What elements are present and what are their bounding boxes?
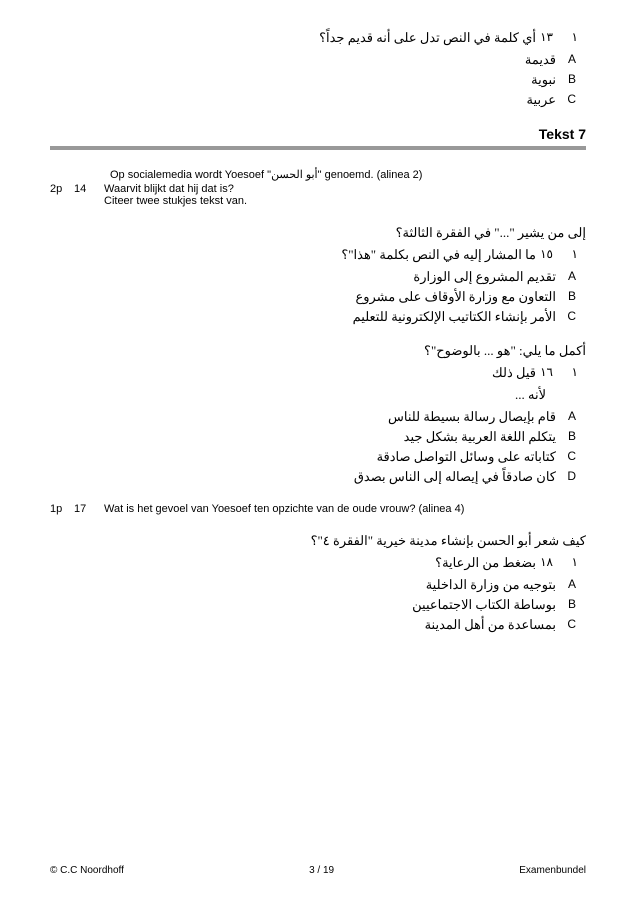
q18-points: ١ bbox=[561, 555, 586, 571]
option-letter: C bbox=[556, 449, 586, 465]
option-letter: A bbox=[556, 52, 586, 68]
q14-number: 14 bbox=[74, 183, 104, 207]
tekst-7-header: Tekst 7 bbox=[50, 126, 586, 142]
option-text: بوساطة الكتاب الاجتماعيين bbox=[110, 597, 556, 613]
q17-points: 1p bbox=[50, 503, 74, 515]
question-18: كيف شعر أبو الحسن بإنشاء مدينة خيرية "ال… bbox=[50, 533, 586, 633]
option-text: كتاباته على وسائل التواصل صادقة bbox=[110, 449, 556, 465]
question-14: 2p 14 Waarvit blijkt dat hij dat is? Cit… bbox=[50, 183, 586, 207]
q13-option-b: B نبوية bbox=[50, 72, 586, 88]
question-16: أكمل ما يلي: "هو ... بالوضوح"؟ ١ ١٦ قيل … bbox=[50, 343, 586, 485]
footer-right: Examenbundel bbox=[519, 865, 586, 876]
question-13: ١ ١٣ أي كلمة في النص تدل على أنه قديم جد… bbox=[50, 30, 586, 108]
q15-option-a: A تقديم المشروع إلى الوزارة bbox=[50, 269, 586, 285]
q16-points: ١ bbox=[561, 365, 586, 381]
q15-number: ١٥ bbox=[536, 247, 561, 263]
option-text: التعاون مع وزارة الأوقاف على مشروع bbox=[110, 289, 556, 305]
q18-option-a: A بتوجيه من وزارة الداخلية bbox=[50, 577, 586, 593]
q15-option-c: C الأمر بإنشاء الكتاتيب الإلكترونية للتع… bbox=[50, 309, 586, 325]
q16-sub: قيل ذلك bbox=[50, 365, 536, 381]
q14-line1: Waarvit blijkt dat hij dat is? bbox=[104, 183, 586, 195]
q16-option-c: C كتاباته على وسائل التواصل صادقة bbox=[50, 449, 586, 465]
question-17: 1p 17 Wat is het gevoel van Yoesoef ten … bbox=[50, 503, 586, 515]
q17-text: Wat is het gevoel van Yoesoef ten opzich… bbox=[104, 503, 586, 515]
option-text: كان صادقاً في إيصاله إلى الناس بصدق bbox=[110, 469, 556, 485]
q13-points: ١ bbox=[561, 30, 586, 46]
option-letter: B bbox=[556, 289, 586, 305]
page-footer: © C.C Noordhoff 3 / 19 Examenbundel bbox=[50, 865, 586, 876]
option-text: عربية bbox=[110, 92, 556, 108]
intro-text: Op socialemedia wordt Yoesoef "أبو الحسن… bbox=[110, 168, 586, 181]
q16-option-a: A قام بإيصال رسالة بسيطة للناس bbox=[50, 409, 586, 425]
q16-prompt: أكمل ما يلي: "هو ... بالوضوح"؟ bbox=[50, 343, 586, 359]
option-letter: B bbox=[556, 597, 586, 613]
q14-text: Waarvit blijkt dat hij dat is? Citeer tw… bbox=[104, 183, 586, 207]
option-letter: A bbox=[556, 577, 586, 593]
option-letter: D bbox=[556, 469, 586, 485]
q14-points: 2p bbox=[50, 183, 74, 207]
option-text: تقديم المشروع إلى الوزارة bbox=[110, 269, 556, 285]
option-text: بمساعدة من أهل المدينة bbox=[110, 617, 556, 633]
question-15: إلى من يشير "..." في الفقرة الثالثة؟ ١ ١… bbox=[50, 225, 586, 325]
q15-prompt: إلى من يشير "..." في الفقرة الثالثة؟ bbox=[50, 225, 586, 241]
q15-points: ١ bbox=[561, 247, 586, 263]
q16-option-d: D كان صادقاً في إيصاله إلى الناس بصدق bbox=[50, 469, 586, 485]
option-text: الأمر بإنشاء الكتاتيب الإلكترونية للتعلي… bbox=[110, 309, 556, 325]
q18-prompt: كيف شعر أبو الحسن بإنشاء مدينة خيرية "ال… bbox=[50, 533, 586, 549]
option-letter: C bbox=[556, 92, 586, 108]
q15-option-b: B التعاون مع وزارة الأوقاف على مشروع bbox=[50, 289, 586, 305]
option-letter: C bbox=[556, 309, 586, 325]
option-letter: B bbox=[556, 72, 586, 88]
q13-option-c: C عربية bbox=[50, 92, 586, 108]
q15-stem: ما المشار إليه في النص بكلمة "هذا"؟ bbox=[50, 247, 536, 263]
option-text: قام بإيصال رسالة بسيطة للناس bbox=[110, 409, 556, 425]
q18-number: ١٨ bbox=[536, 555, 561, 571]
q18-option-b: B بوساطة الكتاب الاجتماعيين bbox=[50, 597, 586, 613]
option-text: يتكلم اللغة العربية بشكل جيد bbox=[110, 429, 556, 445]
option-letter: C bbox=[556, 617, 586, 633]
q18-stem: بضغط من الرعاية؟ bbox=[50, 555, 536, 571]
q13-prompt: أي كلمة في النص تدل على أنه قديم جداً؟ bbox=[50, 30, 536, 46]
footer-center: 3 / 19 bbox=[309, 865, 334, 876]
option-letter: A bbox=[556, 269, 586, 285]
option-text: قديمة bbox=[110, 52, 556, 68]
option-text: نبوية bbox=[110, 72, 556, 88]
q16-sub2: لأنه ... bbox=[50, 387, 586, 403]
q13-number: ١٣ bbox=[536, 30, 561, 46]
q17-number: 17 bbox=[74, 503, 104, 515]
q18-option-c: C بمساعدة من أهل المدينة bbox=[50, 617, 586, 633]
option-text: بتوجيه من وزارة الداخلية bbox=[110, 577, 556, 593]
option-letter: B bbox=[556, 429, 586, 445]
footer-left: © C.C Noordhoff bbox=[50, 865, 124, 876]
q16-option-b: B يتكلم اللغة العربية بشكل جيد bbox=[50, 429, 586, 445]
section-divider bbox=[50, 146, 586, 150]
option-letter: A bbox=[556, 409, 586, 425]
q14-line2: Citeer twee stukjes tekst van. bbox=[104, 195, 586, 207]
q16-number: ١٦ bbox=[536, 365, 561, 381]
q13-option-a: A قديمة bbox=[50, 52, 586, 68]
